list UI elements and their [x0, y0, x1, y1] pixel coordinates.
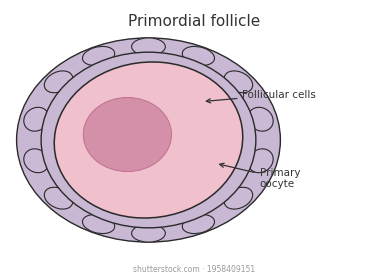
Text: shutterstock.com · 1958409151: shutterstock.com · 1958409151 — [133, 265, 256, 274]
Text: Follicular cells: Follicular cells — [206, 90, 316, 103]
Ellipse shape — [24, 107, 49, 131]
Ellipse shape — [44, 71, 73, 93]
Ellipse shape — [182, 46, 214, 66]
Ellipse shape — [44, 187, 73, 209]
Ellipse shape — [82, 46, 115, 66]
Ellipse shape — [83, 97, 172, 172]
Ellipse shape — [224, 187, 253, 209]
Ellipse shape — [182, 214, 214, 234]
Ellipse shape — [248, 107, 273, 131]
Ellipse shape — [24, 149, 49, 173]
Text: Primary
oocyte: Primary oocyte — [220, 163, 300, 189]
Text: Primordial follicle: Primordial follicle — [128, 14, 261, 29]
Ellipse shape — [248, 149, 273, 173]
Ellipse shape — [131, 225, 165, 242]
Ellipse shape — [82, 214, 115, 234]
Ellipse shape — [224, 71, 253, 93]
Ellipse shape — [41, 52, 256, 228]
Ellipse shape — [131, 38, 165, 55]
Ellipse shape — [17, 38, 280, 242]
Ellipse shape — [54, 62, 243, 218]
